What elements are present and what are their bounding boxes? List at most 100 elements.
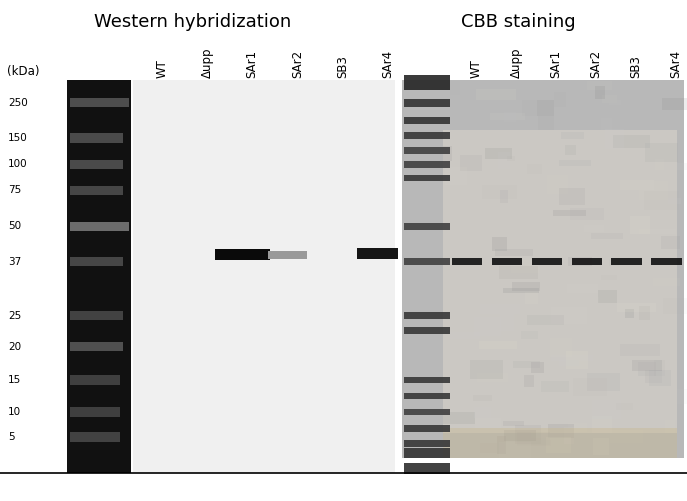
Bar <box>553 209 585 216</box>
Bar <box>404 75 450 90</box>
Bar <box>473 395 492 400</box>
Text: SAr1: SAr1 <box>550 50 563 78</box>
Bar <box>559 360 579 366</box>
Bar <box>539 232 557 249</box>
Text: 20: 20 <box>8 342 21 352</box>
Bar <box>552 355 592 361</box>
Bar <box>504 112 516 122</box>
Text: Δupp: Δupp <box>201 47 214 78</box>
Bar <box>537 100 554 116</box>
Bar <box>668 197 682 203</box>
Bar <box>609 100 620 105</box>
Bar <box>70 257 123 267</box>
Bar <box>511 258 539 273</box>
Bar <box>639 181 668 200</box>
Bar <box>497 436 506 454</box>
Bar <box>67 80 131 473</box>
Bar <box>559 188 585 205</box>
Bar <box>499 190 508 203</box>
Bar <box>527 164 541 174</box>
Text: 150: 150 <box>8 133 28 143</box>
Text: 15: 15 <box>8 375 21 385</box>
Bar <box>477 373 508 382</box>
Bar <box>404 377 450 383</box>
Bar <box>610 430 643 443</box>
Bar <box>517 432 550 445</box>
Bar <box>554 92 566 107</box>
Bar <box>625 309 635 318</box>
Bar <box>638 362 656 376</box>
Bar <box>404 409 450 415</box>
Bar <box>480 443 504 453</box>
Bar <box>524 375 534 387</box>
Bar <box>452 258 482 265</box>
Text: 100: 100 <box>8 159 28 169</box>
Bar <box>507 156 515 161</box>
Text: SAr4: SAr4 <box>381 50 394 78</box>
Bar <box>460 155 482 171</box>
Bar <box>601 275 617 281</box>
Text: (kDa): (kDa) <box>7 65 39 78</box>
Bar <box>521 332 538 339</box>
Bar <box>572 258 602 265</box>
Bar <box>404 440 450 447</box>
Bar <box>605 349 637 369</box>
Bar <box>404 425 450 432</box>
Bar <box>498 152 510 169</box>
Bar <box>404 463 450 474</box>
Bar <box>620 180 654 190</box>
Bar <box>548 175 568 193</box>
Bar <box>620 345 660 356</box>
Bar <box>404 99 450 107</box>
Bar <box>70 375 120 385</box>
Bar <box>662 98 687 110</box>
Bar <box>404 174 450 181</box>
Bar <box>485 148 512 159</box>
Bar <box>404 132 450 139</box>
Bar <box>475 418 501 428</box>
Bar <box>404 161 450 167</box>
Bar <box>443 146 451 161</box>
Bar <box>631 354 670 371</box>
Bar <box>516 276 556 290</box>
Bar <box>605 129 624 149</box>
Bar <box>561 132 584 139</box>
Bar <box>646 143 677 162</box>
Bar <box>504 430 536 440</box>
Bar <box>651 258 682 265</box>
Bar <box>649 370 671 386</box>
Bar <box>493 237 507 251</box>
Bar <box>503 421 524 426</box>
Text: 50: 50 <box>8 221 21 231</box>
Bar <box>521 100 537 116</box>
Bar <box>404 328 450 334</box>
Bar <box>592 400 621 419</box>
Bar <box>513 361 540 368</box>
Bar <box>402 80 684 458</box>
Bar <box>616 403 633 410</box>
Bar <box>541 381 569 392</box>
Bar <box>568 423 587 432</box>
Bar <box>564 427 574 444</box>
Bar <box>609 259 619 266</box>
Bar <box>530 362 543 373</box>
Bar <box>268 250 306 259</box>
Bar <box>613 135 650 148</box>
Bar <box>574 378 607 396</box>
Bar <box>404 448 450 458</box>
Bar <box>654 360 665 376</box>
Bar <box>595 86 605 99</box>
Bar <box>630 216 651 234</box>
Bar <box>70 407 120 417</box>
Bar <box>567 285 598 293</box>
Bar <box>215 249 270 260</box>
Bar <box>552 307 587 324</box>
Bar <box>490 114 525 120</box>
Bar <box>70 221 129 231</box>
Text: CBB staining: CBB staining <box>462 13 576 31</box>
Bar <box>665 420 675 433</box>
Bar <box>404 393 450 399</box>
Bar <box>473 307 496 319</box>
Text: SAr4: SAr4 <box>669 50 682 78</box>
Bar <box>601 118 612 130</box>
